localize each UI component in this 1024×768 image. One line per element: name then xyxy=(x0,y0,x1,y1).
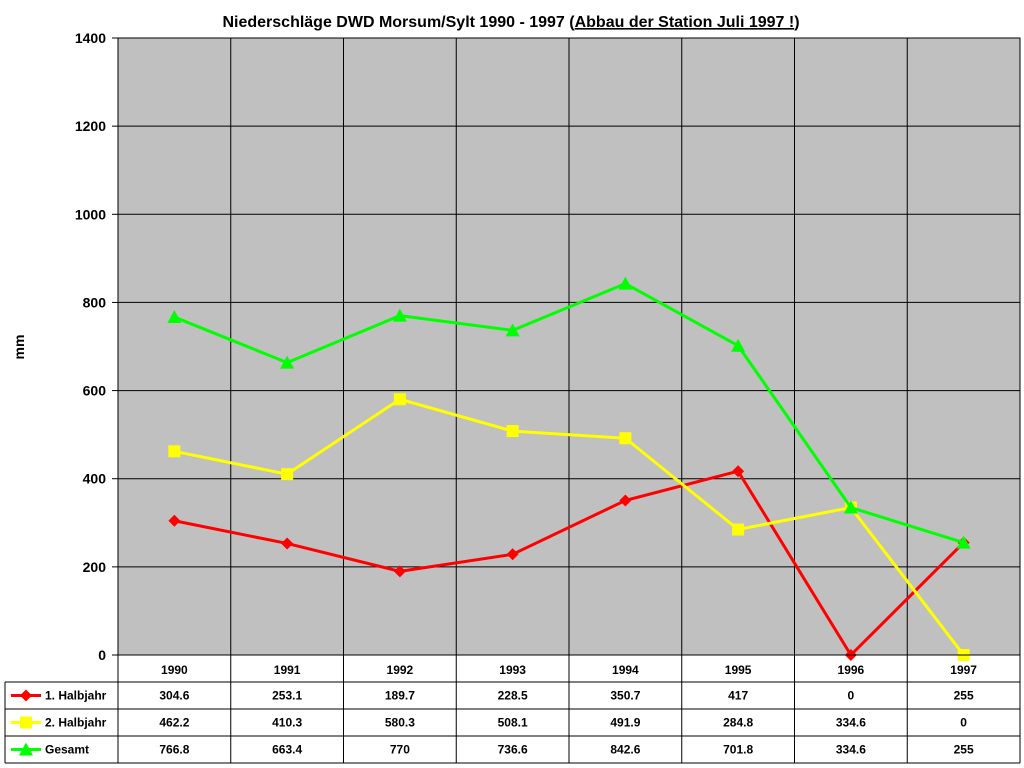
point-marker xyxy=(168,445,181,458)
table-cell: 736.6 xyxy=(498,743,528,757)
y-tick-label: 1200 xyxy=(75,118,106,134)
series-2 xyxy=(168,393,970,661)
table-cell: 253.1 xyxy=(272,689,302,703)
legend-label: 1. Halbjahr xyxy=(45,689,107,703)
point-marker xyxy=(732,465,745,478)
series-1 xyxy=(168,465,970,661)
point-marker xyxy=(732,523,745,536)
point-marker xyxy=(506,425,519,438)
legend-entry-3: Gesamt xyxy=(11,742,89,757)
point-marker xyxy=(281,468,294,481)
series-line xyxy=(174,469,965,657)
x-tick-label: 1996 xyxy=(838,663,865,677)
table-cell: 663.4 xyxy=(272,743,302,757)
plot-area: 0 200 400 600 800 1000 1200 1400 xyxy=(75,30,1021,763)
legend-label: 2. Halbjahr xyxy=(45,716,107,730)
chart-title-note: Abbau der Station Juli 1997 ! xyxy=(575,14,795,31)
table-cell: 284.8 xyxy=(723,716,753,730)
y-tick-label: 0 xyxy=(98,647,106,663)
point-marker xyxy=(505,323,520,337)
y-axis-label: mm xyxy=(11,335,27,360)
table-cell: 491.9 xyxy=(610,716,640,730)
table-cell: 334.6 xyxy=(836,743,866,757)
point-marker xyxy=(393,565,406,578)
y-tick-label: 1000 xyxy=(75,206,106,222)
table-cell: 417 xyxy=(728,689,748,703)
data-table: 1990 1991 1992 1993 1994 1995 1996 1997 1. Halbj… xyxy=(4,654,1021,764)
table-cell: 304.6 xyxy=(159,689,189,703)
series-line xyxy=(173,282,965,545)
point-marker xyxy=(281,537,294,550)
x-tick-label: 1995 xyxy=(725,663,752,677)
series-3 xyxy=(167,276,971,549)
table-cell: 189.7 xyxy=(385,689,415,703)
y-tick-label: 200 xyxy=(83,559,107,575)
legend-entry-1: 1. Halbjahr xyxy=(11,689,107,703)
point-marker xyxy=(280,355,295,369)
table-cell: 462.2 xyxy=(159,716,189,730)
table-cell: 228.5 xyxy=(498,689,528,703)
point-marker xyxy=(619,494,632,507)
table-cell: 842.6 xyxy=(610,743,640,757)
table-cell: 701.8 xyxy=(723,743,753,757)
table-cell: 770 xyxy=(390,743,410,757)
x-tick-label: 1994 xyxy=(612,663,639,677)
table-cell: 508.1 xyxy=(498,716,528,730)
point-marker xyxy=(168,514,181,527)
point-marker xyxy=(20,716,32,729)
x-tick-label: 1990 xyxy=(161,663,188,677)
point-marker xyxy=(618,276,633,290)
legend-entry-2: 2. Halbjahr xyxy=(11,716,107,730)
table-cell: 410.3 xyxy=(272,716,302,730)
point-marker xyxy=(619,432,632,445)
point-marker xyxy=(392,308,407,322)
x-tick-label: 1992 xyxy=(387,663,414,677)
x-tick-label: 1993 xyxy=(499,663,526,677)
point-marker xyxy=(843,500,858,514)
point-marker xyxy=(956,535,971,549)
table-cell: 255 xyxy=(954,743,974,757)
x-tick-label: 1991 xyxy=(274,663,301,677)
point-marker xyxy=(393,393,406,406)
table-cell: 255 xyxy=(954,689,974,703)
chart-title-close: ) xyxy=(794,14,799,31)
table-cell: 350.7 xyxy=(610,689,640,703)
y-tick-label: 400 xyxy=(83,471,107,487)
table-cell: 766.8 xyxy=(159,743,189,757)
series-line xyxy=(174,397,965,656)
y-tick-label: 800 xyxy=(83,294,107,310)
point-marker xyxy=(167,310,182,324)
point-marker xyxy=(19,742,33,756)
chart-title: Niederschläge DWD Morsum/Sylt 1990 - 199… xyxy=(222,14,799,31)
point-marker xyxy=(20,689,32,702)
y-tick-label: 1400 xyxy=(75,30,106,46)
legend-label: Gesamt xyxy=(45,743,89,757)
table-cell: 0 xyxy=(848,689,855,703)
point-marker xyxy=(506,548,519,561)
table-cell: 0 xyxy=(960,716,967,730)
x-tick-label: 1997 xyxy=(950,663,977,677)
table-cell: 334.6 xyxy=(836,716,866,730)
point-marker xyxy=(731,338,746,352)
chart-title-main: Niederschläge DWD Morsum/Sylt 1990 - 199… xyxy=(222,14,575,31)
table-cell: 580.3 xyxy=(385,716,415,730)
y-tick-label: 600 xyxy=(83,383,107,399)
